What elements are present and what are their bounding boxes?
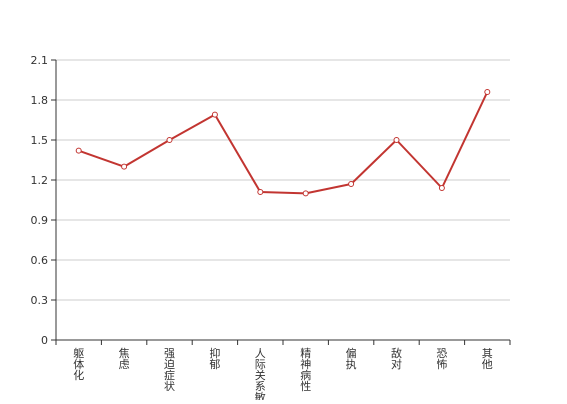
x-tick-label: 强迫症状 bbox=[164, 347, 175, 393]
y-tick-label: 1.5 bbox=[31, 134, 49, 147]
y-tick-label: 1.8 bbox=[31, 94, 49, 107]
series-layer bbox=[75, 89, 491, 197]
data-point bbox=[348, 181, 355, 187]
y-tick-label: 1.2 bbox=[31, 174, 49, 187]
y-tick-label: 0 bbox=[41, 334, 48, 347]
x-tick-label: 其他 bbox=[482, 347, 493, 371]
data-point bbox=[438, 185, 445, 191]
data-point bbox=[121, 163, 128, 170]
label-layer: 0 0.3 0.6 0.9 1.2 1.5 1.8 2.1 躯体化 焦虑 强迫症状 抑郁 人际关系敏感 精… bbox=[31, 54, 493, 404]
x-tick-label: 恐怖 bbox=[436, 347, 447, 371]
axis-layer bbox=[51, 59, 511, 345]
y-tick-label: 2.1 bbox=[31, 54, 49, 67]
y-tick-label: 0.3 bbox=[31, 294, 49, 307]
x-tick-label: 敌对 bbox=[391, 346, 402, 371]
data-point bbox=[211, 111, 218, 118]
x-tick-label: 偏执 bbox=[346, 346, 357, 371]
series-line bbox=[78, 91, 489, 195]
x-tick-label: 焦虑 bbox=[119, 347, 130, 371]
x-tick-label: 抑郁 bbox=[209, 346, 220, 371]
x-tick-label: 精神病性 bbox=[300, 347, 311, 393]
data-point bbox=[393, 137, 400, 143]
grid-layer bbox=[56, 59, 510, 301]
data-point bbox=[257, 189, 264, 195]
x-tick-label: 躯体化 bbox=[73, 347, 84, 382]
y-tick-label: 0.9 bbox=[31, 214, 49, 227]
data-point bbox=[166, 137, 173, 143]
x-tick-label: 人际关系敏感 bbox=[255, 347, 266, 400]
data-point bbox=[484, 89, 491, 95]
y-tick-label: 0.6 bbox=[31, 254, 49, 267]
data-point bbox=[302, 190, 309, 197]
data-point bbox=[75, 147, 82, 154]
